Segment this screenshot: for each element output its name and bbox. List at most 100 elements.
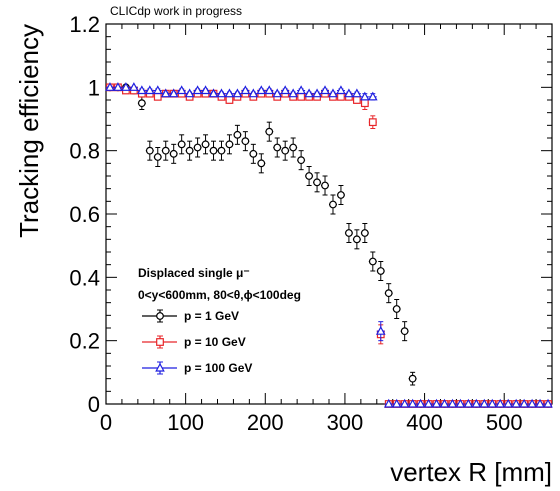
data-point (137, 85, 147, 95)
data-point (105, 82, 115, 91)
data-point (337, 191, 345, 199)
y-tick-label: 0.8 (69, 139, 100, 164)
data-point (216, 88, 227, 98)
data-point (375, 325, 386, 335)
data-point (297, 92, 306, 101)
axis-ticks: 0 100 200 300 400 500 0 0.2 0.4 0.6 0.8 1 1.2 (69, 12, 553, 435)
data-point (280, 85, 291, 95)
data-point (225, 140, 234, 149)
data-point (503, 398, 514, 408)
data-point (535, 398, 545, 408)
data-point (257, 159, 266, 168)
data-point (144, 85, 155, 95)
legend-entry: p = 10 GeV (184, 335, 246, 349)
data-point (415, 398, 426, 408)
data-point (297, 156, 306, 165)
y-tick-label: 0 (88, 392, 100, 417)
legend-entry: p = 1 GeV (184, 309, 239, 323)
data-point (129, 82, 139, 91)
x-tick-label: 0 (100, 410, 112, 435)
data-point (312, 88, 322, 98)
data-point (511, 398, 521, 408)
series-triangle (105, 82, 553, 408)
data-point (408, 374, 417, 383)
data-point (321, 181, 329, 190)
data-point (201, 140, 210, 149)
data-point (431, 398, 442, 408)
y-tick-label: 0.4 (69, 265, 100, 290)
data-point (153, 92, 162, 101)
data-point (184, 88, 195, 98)
y-tick-label: 1.2 (69, 12, 100, 37)
data-point (121, 82, 131, 91)
data-point (383, 398, 394, 408)
data-point (288, 88, 298, 98)
legend-marker (156, 338, 164, 346)
data-point (256, 85, 267, 95)
legend-header: 0<y<600mm, 80<θ,ϕ<100deg (138, 288, 301, 302)
data-point (360, 229, 369, 237)
data-point (352, 235, 361, 244)
data-point (281, 146, 290, 155)
data-point (360, 99, 369, 108)
y-tick-label: 1 (88, 75, 100, 100)
data-point (527, 398, 537, 408)
data-point (352, 88, 362, 98)
data-point (384, 289, 393, 298)
data-point (241, 137, 250, 146)
data-point (313, 178, 321, 187)
data-point (160, 88, 171, 98)
data-point (519, 398, 529, 408)
data-point (487, 398, 498, 408)
data-point (337, 92, 345, 101)
data-point (447, 398, 458, 408)
x-tick-label: 100 (167, 410, 204, 435)
data-point (113, 82, 123, 91)
y-axis-label: Tracking efficiency (14, 24, 44, 238)
data-point (153, 153, 162, 161)
data-point (177, 140, 186, 149)
data-point (208, 88, 219, 98)
x-tick-label: 200 (247, 410, 284, 435)
data-point (169, 149, 178, 158)
data-point (376, 267, 385, 275)
data-point (233, 130, 242, 139)
data-point (367, 91, 378, 101)
data-point (240, 85, 251, 95)
legend-marker (156, 312, 164, 320)
data-point (232, 88, 243, 98)
data-point (209, 146, 218, 155)
data-point (289, 143, 298, 152)
legend: Displaced single μ⁻ 0<y<600mm, 80<θ,ϕ<100… (138, 266, 301, 375)
data-point (368, 118, 377, 127)
x-tick-label: 500 (486, 410, 523, 435)
data-point (399, 398, 410, 408)
data-point (392, 305, 401, 313)
data-point (248, 88, 259, 98)
data-point (168, 88, 179, 98)
data-point (192, 85, 203, 95)
data-point (273, 143, 282, 152)
data-point (471, 398, 482, 408)
data-point (391, 398, 402, 408)
data-point (217, 146, 226, 155)
data-point (439, 398, 450, 408)
data-point (463, 398, 474, 408)
data-point (152, 85, 163, 95)
data-point (265, 127, 274, 136)
data-point (145, 146, 154, 155)
data-point (305, 172, 313, 180)
data-point (225, 96, 234, 104)
data-point (161, 146, 170, 155)
data-point (320, 85, 330, 95)
data-point (200, 85, 211, 95)
x-axis-label: vertex R [mm] (390, 457, 552, 487)
x-tick-label: 300 (327, 410, 364, 435)
y-tick-label: 0.6 (69, 202, 100, 227)
data-point (176, 85, 187, 95)
x-tick-label: 400 (406, 410, 443, 435)
data-point (329, 200, 337, 209)
data-point (543, 398, 553, 408)
data-point (368, 257, 377, 266)
